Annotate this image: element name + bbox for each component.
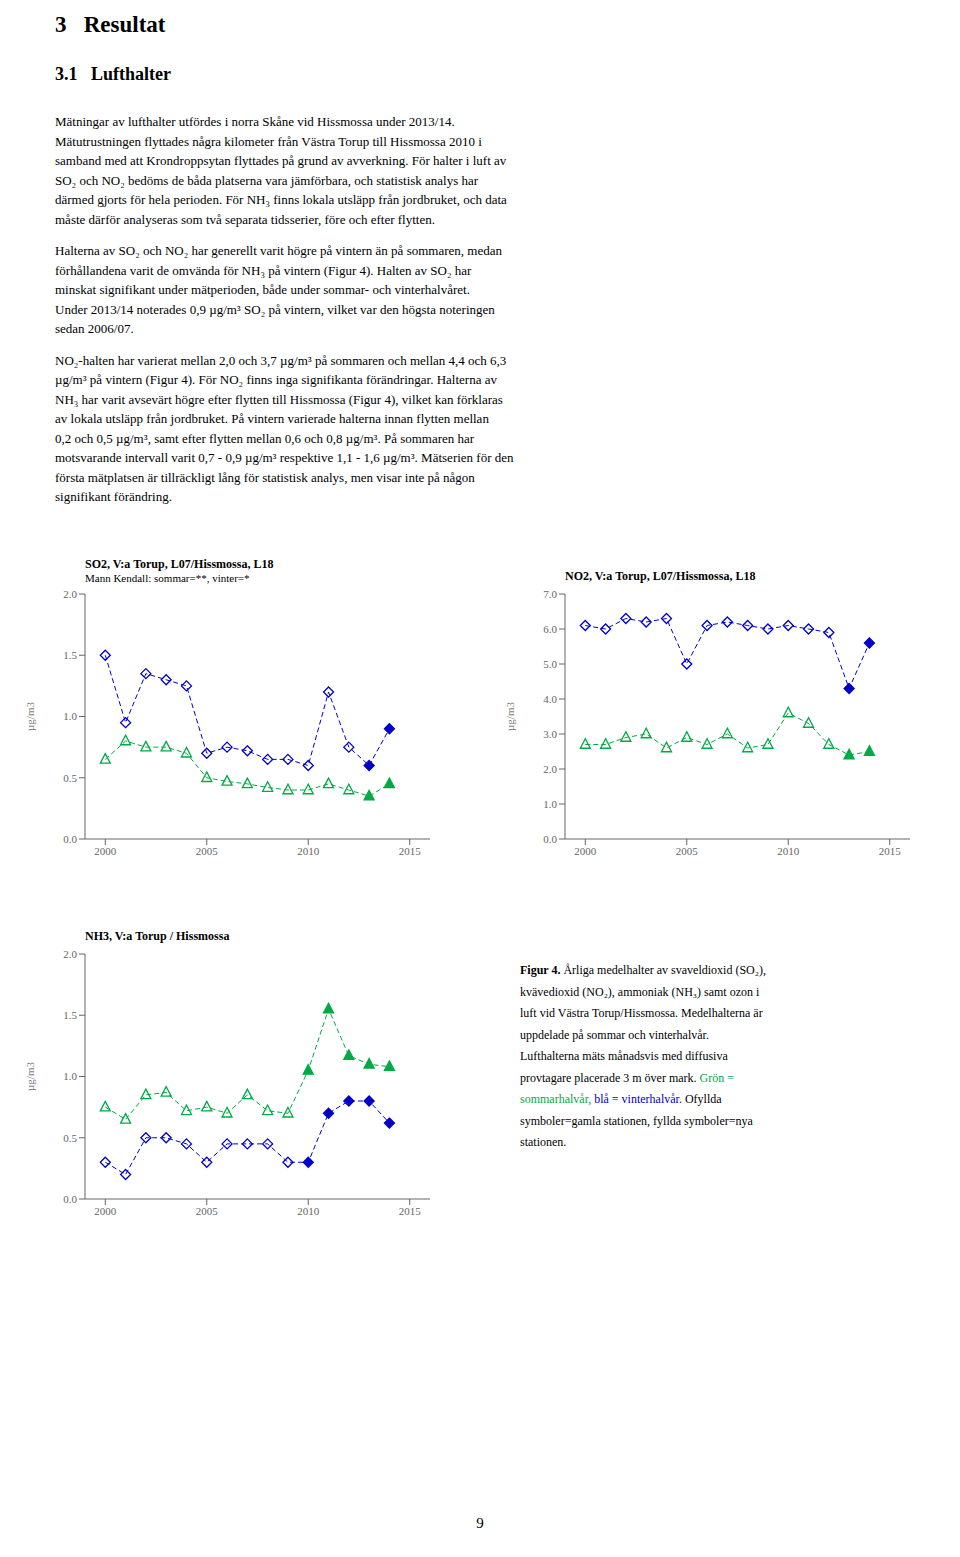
svg-text:0.5: 0.5 xyxy=(63,772,77,784)
html-text:µg/m³ på vintern (Figur 4). Fö: µg/m³ på vintern (Figur 4). För NO₂ finn… xyxy=(55,372,497,387)
html-text:NO₂-halten har varierat mellan: NO₂-halten har varierat mellan 2,0 och 3… xyxy=(55,352,507,368)
svg-text:1.0: 1.0 xyxy=(63,1070,77,1082)
svg-text:0.5: 0.5 xyxy=(63,1132,77,1144)
html-text:förhållandena varit de omvända: förhållandena varit de omvända för NH₃ p… xyxy=(55,262,472,278)
html-text:SO₂ och NO₂ bedöms de båda pla: SO₂ och NO₂ bedöms de båda platserna var… xyxy=(55,172,479,188)
svg-text:µg/m3: µg/m3 xyxy=(24,702,36,731)
html-text:Halterna av SO₂ och NO₂ har ge: Halterna av SO₂ och NO₂ har generellt va… xyxy=(55,243,502,258)
svg-text:2000: 2000 xyxy=(94,845,117,857)
svg-text:2015: 2015 xyxy=(399,845,422,857)
svg-text:0.0: 0.0 xyxy=(63,1193,77,1205)
svg-text:2.0: 2.0 xyxy=(543,763,557,775)
html-text:provtagare placerade 3 m över: provtagare placerade 3 m över mark. Grön… xyxy=(520,1070,734,1085)
html-text:Lufthalterna mäts månadsvis me: Lufthalterna mäts månadsvis med diffusiv… xyxy=(520,1049,728,1063)
html-text:måste därför analyseras som tv: måste därför analyseras som två separata… xyxy=(55,211,435,227)
html-text:motsvarande intervall varit 0,: motsvarande intervall varit 0,7 - 0,9 µg… xyxy=(55,450,514,465)
svg-text:2015: 2015 xyxy=(399,1205,422,1217)
svg-text:0.0: 0.0 xyxy=(543,833,557,845)
html-text:av lokala utsläpp från jordbru: av lokala utsläpp från jordbruket. På vi… xyxy=(55,411,489,426)
svg-text:6.0: 6.0 xyxy=(543,623,557,635)
html-text:sommarhalvår, blå = vinterhalv: sommarhalvår, blå = vinterhalvår. Ofylld… xyxy=(520,1092,722,1106)
svg-text:2000: 2000 xyxy=(94,1205,117,1217)
svg-text:2005: 2005 xyxy=(196,845,219,857)
html-text:uppdelade på sommar och vinter: uppdelade på sommar och vinterhalvår. xyxy=(520,1027,709,1042)
html-text:0,2 och 0,5 µg/m³, samt efter: 0,2 och 0,5 µg/m³, samt efter flytten me… xyxy=(55,430,475,446)
svg-text:3.0: 3.0 xyxy=(543,728,557,740)
html-text:Mätutrustningen flyttades någr: Mätutrustningen flyttades några kilomete… xyxy=(55,133,482,149)
svg-text:2015: 2015 xyxy=(879,845,902,857)
html-text:symboler=gamla stationen, fyll: symboler=gamla stationen, fyllda symbole… xyxy=(520,1113,753,1128)
svg-text:2010: 2010 xyxy=(297,1205,320,1217)
html-text:NO2, V:a Torup, L07/Hissmossa,: NO2, V:a Torup, L07/Hissmossa, L18 xyxy=(565,569,756,583)
svg-text:µg/m3: µg/m3 xyxy=(24,1062,36,1091)
html-text:stationen.: stationen. xyxy=(520,1135,567,1149)
svg-text:1.5: 1.5 xyxy=(63,649,77,661)
svg-text:1.5: 1.5 xyxy=(63,1009,77,1021)
svg-text:2010: 2010 xyxy=(297,845,320,857)
svg-text:1.0: 1.0 xyxy=(543,798,557,810)
html-text:minskat signifikant under mätp: minskat signifikant under mätperioden, b… xyxy=(55,282,470,297)
svg-text:2005: 2005 xyxy=(676,845,699,857)
html-text:Under 2013/14 noterades 0,9 µg: Under 2013/14 noterades 0,9 µg/m³ SO₂ på… xyxy=(55,301,495,317)
html-text:NH₃ har varit avsevärt högre e: NH₃ har varit avsevärt högre efter flytt… xyxy=(55,391,503,407)
html-text:3 Resultat: 3 Resultat xyxy=(55,12,166,37)
svg-text:2000: 2000 xyxy=(574,845,597,857)
html-text:första mätplatsen är tillräckl: första mätplatsen är tillräckligt lång f… xyxy=(55,469,475,485)
svg-text:2.0: 2.0 xyxy=(63,588,77,600)
html-text:Figur 4. Årliga medelhalter av: Figur 4. Årliga medelhalter av svaveldio… xyxy=(520,963,766,977)
html-text:signifikant förändring.: signifikant förändring. xyxy=(55,489,172,504)
html-text:3.1 Lufthalter: 3.1 Lufthalter xyxy=(55,64,171,84)
html-text:sedan 2006/07.: sedan 2006/07. xyxy=(55,321,134,336)
svg-text:4.0: 4.0 xyxy=(543,693,557,705)
html-text:Mann Kendall: sommar=**, vinte: Mann Kendall: sommar=**, vinter=* xyxy=(85,572,250,584)
html-text:9: 9 xyxy=(476,1515,484,1531)
svg-text:2.0: 2.0 xyxy=(63,948,77,960)
html-text:Mätningar av lufthalter utförd: Mätningar av lufthalter utfördes i norra… xyxy=(55,114,455,129)
html-text:kvävedioxid (NO₂), ammoniak (N: kvävedioxid (NO₂), ammoniak (NH₃) samt o… xyxy=(520,984,760,999)
svg-text:7.0: 7.0 xyxy=(543,588,557,600)
svg-text:0.0: 0.0 xyxy=(63,833,77,845)
html-text:luft vid Västra Torup/Hissmoss: luft vid Västra Torup/Hissmossa. Medelha… xyxy=(520,1006,763,1020)
html-text:samband med att Krondroppsytan: samband med att Krondroppsytan flyttades… xyxy=(55,153,507,168)
svg-text:µg/m3: µg/m3 xyxy=(504,702,516,731)
svg-text:1.0: 1.0 xyxy=(63,710,77,722)
html-text:SO2, V:a Torup, L07/Hissmossa,: SO2, V:a Torup, L07/Hissmossa, L18 xyxy=(85,557,274,571)
svg-text:2005: 2005 xyxy=(196,1205,219,1217)
html-text:NH3, V:a Torup / Hissmossa: NH3, V:a Torup / Hissmossa xyxy=(85,929,230,943)
html-text:därmed gjorts för hela periode: därmed gjorts för hela perioden. För NH₃… xyxy=(55,192,507,207)
svg-text:2010: 2010 xyxy=(777,845,800,857)
svg-text:5.0: 5.0 xyxy=(543,658,557,670)
